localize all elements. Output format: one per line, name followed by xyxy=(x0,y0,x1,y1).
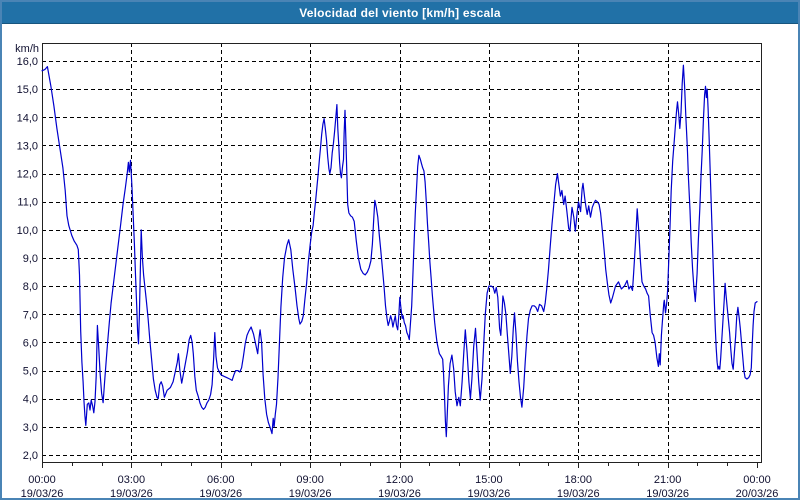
plot-frame xyxy=(42,43,762,463)
x-tick-time: 12:00 xyxy=(386,474,414,486)
y-tick-label: 15,0 xyxy=(17,84,38,96)
x-tick-date: 19/03/26 xyxy=(646,488,689,500)
y-tick-label: 13,0 xyxy=(17,140,38,152)
y-tick-label: 3,0 xyxy=(23,422,38,434)
y-tick-label: 6,0 xyxy=(23,337,38,349)
x-tick-date: 19/03/26 xyxy=(557,488,600,500)
chart-title: Velocidad del viento [km/h] escala xyxy=(299,5,501,20)
y-axis-unit-label: km/h xyxy=(15,43,39,55)
y-tick-label: 14,0 xyxy=(17,112,38,124)
x-tick-date: 20/03/26 xyxy=(736,488,779,500)
y-tick-label: 16,0 xyxy=(17,56,38,68)
y-tick-label: 7,0 xyxy=(23,309,38,321)
x-tick-time: 06:00 xyxy=(207,474,235,486)
y-tick-label: 9,0 xyxy=(23,253,38,265)
y-tick-label: 8,0 xyxy=(23,281,38,293)
x-tick-time: 00:00 xyxy=(743,474,771,486)
x-tick-time: 15:00 xyxy=(475,474,503,486)
x-tick-time: 21:00 xyxy=(654,474,682,486)
x-tick-date: 19/03/26 xyxy=(289,488,332,500)
y-tick-label: 11,0 xyxy=(17,197,38,209)
x-tick-date: 19/03/26 xyxy=(110,488,153,500)
x-tick-date: 19/03/26 xyxy=(21,488,64,500)
x-tick-date: 19/03/26 xyxy=(378,488,421,500)
x-tick-time: 18:00 xyxy=(564,474,592,486)
y-tick-label: 5,0 xyxy=(23,366,38,378)
y-tick-label: 4,0 xyxy=(23,394,38,406)
x-tick-time: 09:00 xyxy=(296,474,324,486)
x-tick-time: 00:00 xyxy=(28,474,56,486)
x-tick-time: 03:00 xyxy=(118,474,146,486)
x-tick-date: 19/03/26 xyxy=(467,488,510,500)
y-tick-label: 2,0 xyxy=(23,450,38,462)
wind-speed-line xyxy=(41,64,758,438)
x-tick-date: 19/03/26 xyxy=(199,488,242,500)
y-tick-label: 12,0 xyxy=(17,169,38,181)
y-tick-label: 10,0 xyxy=(17,225,38,237)
title-bar: Velocidad del viento [km/h] escala xyxy=(2,2,798,24)
